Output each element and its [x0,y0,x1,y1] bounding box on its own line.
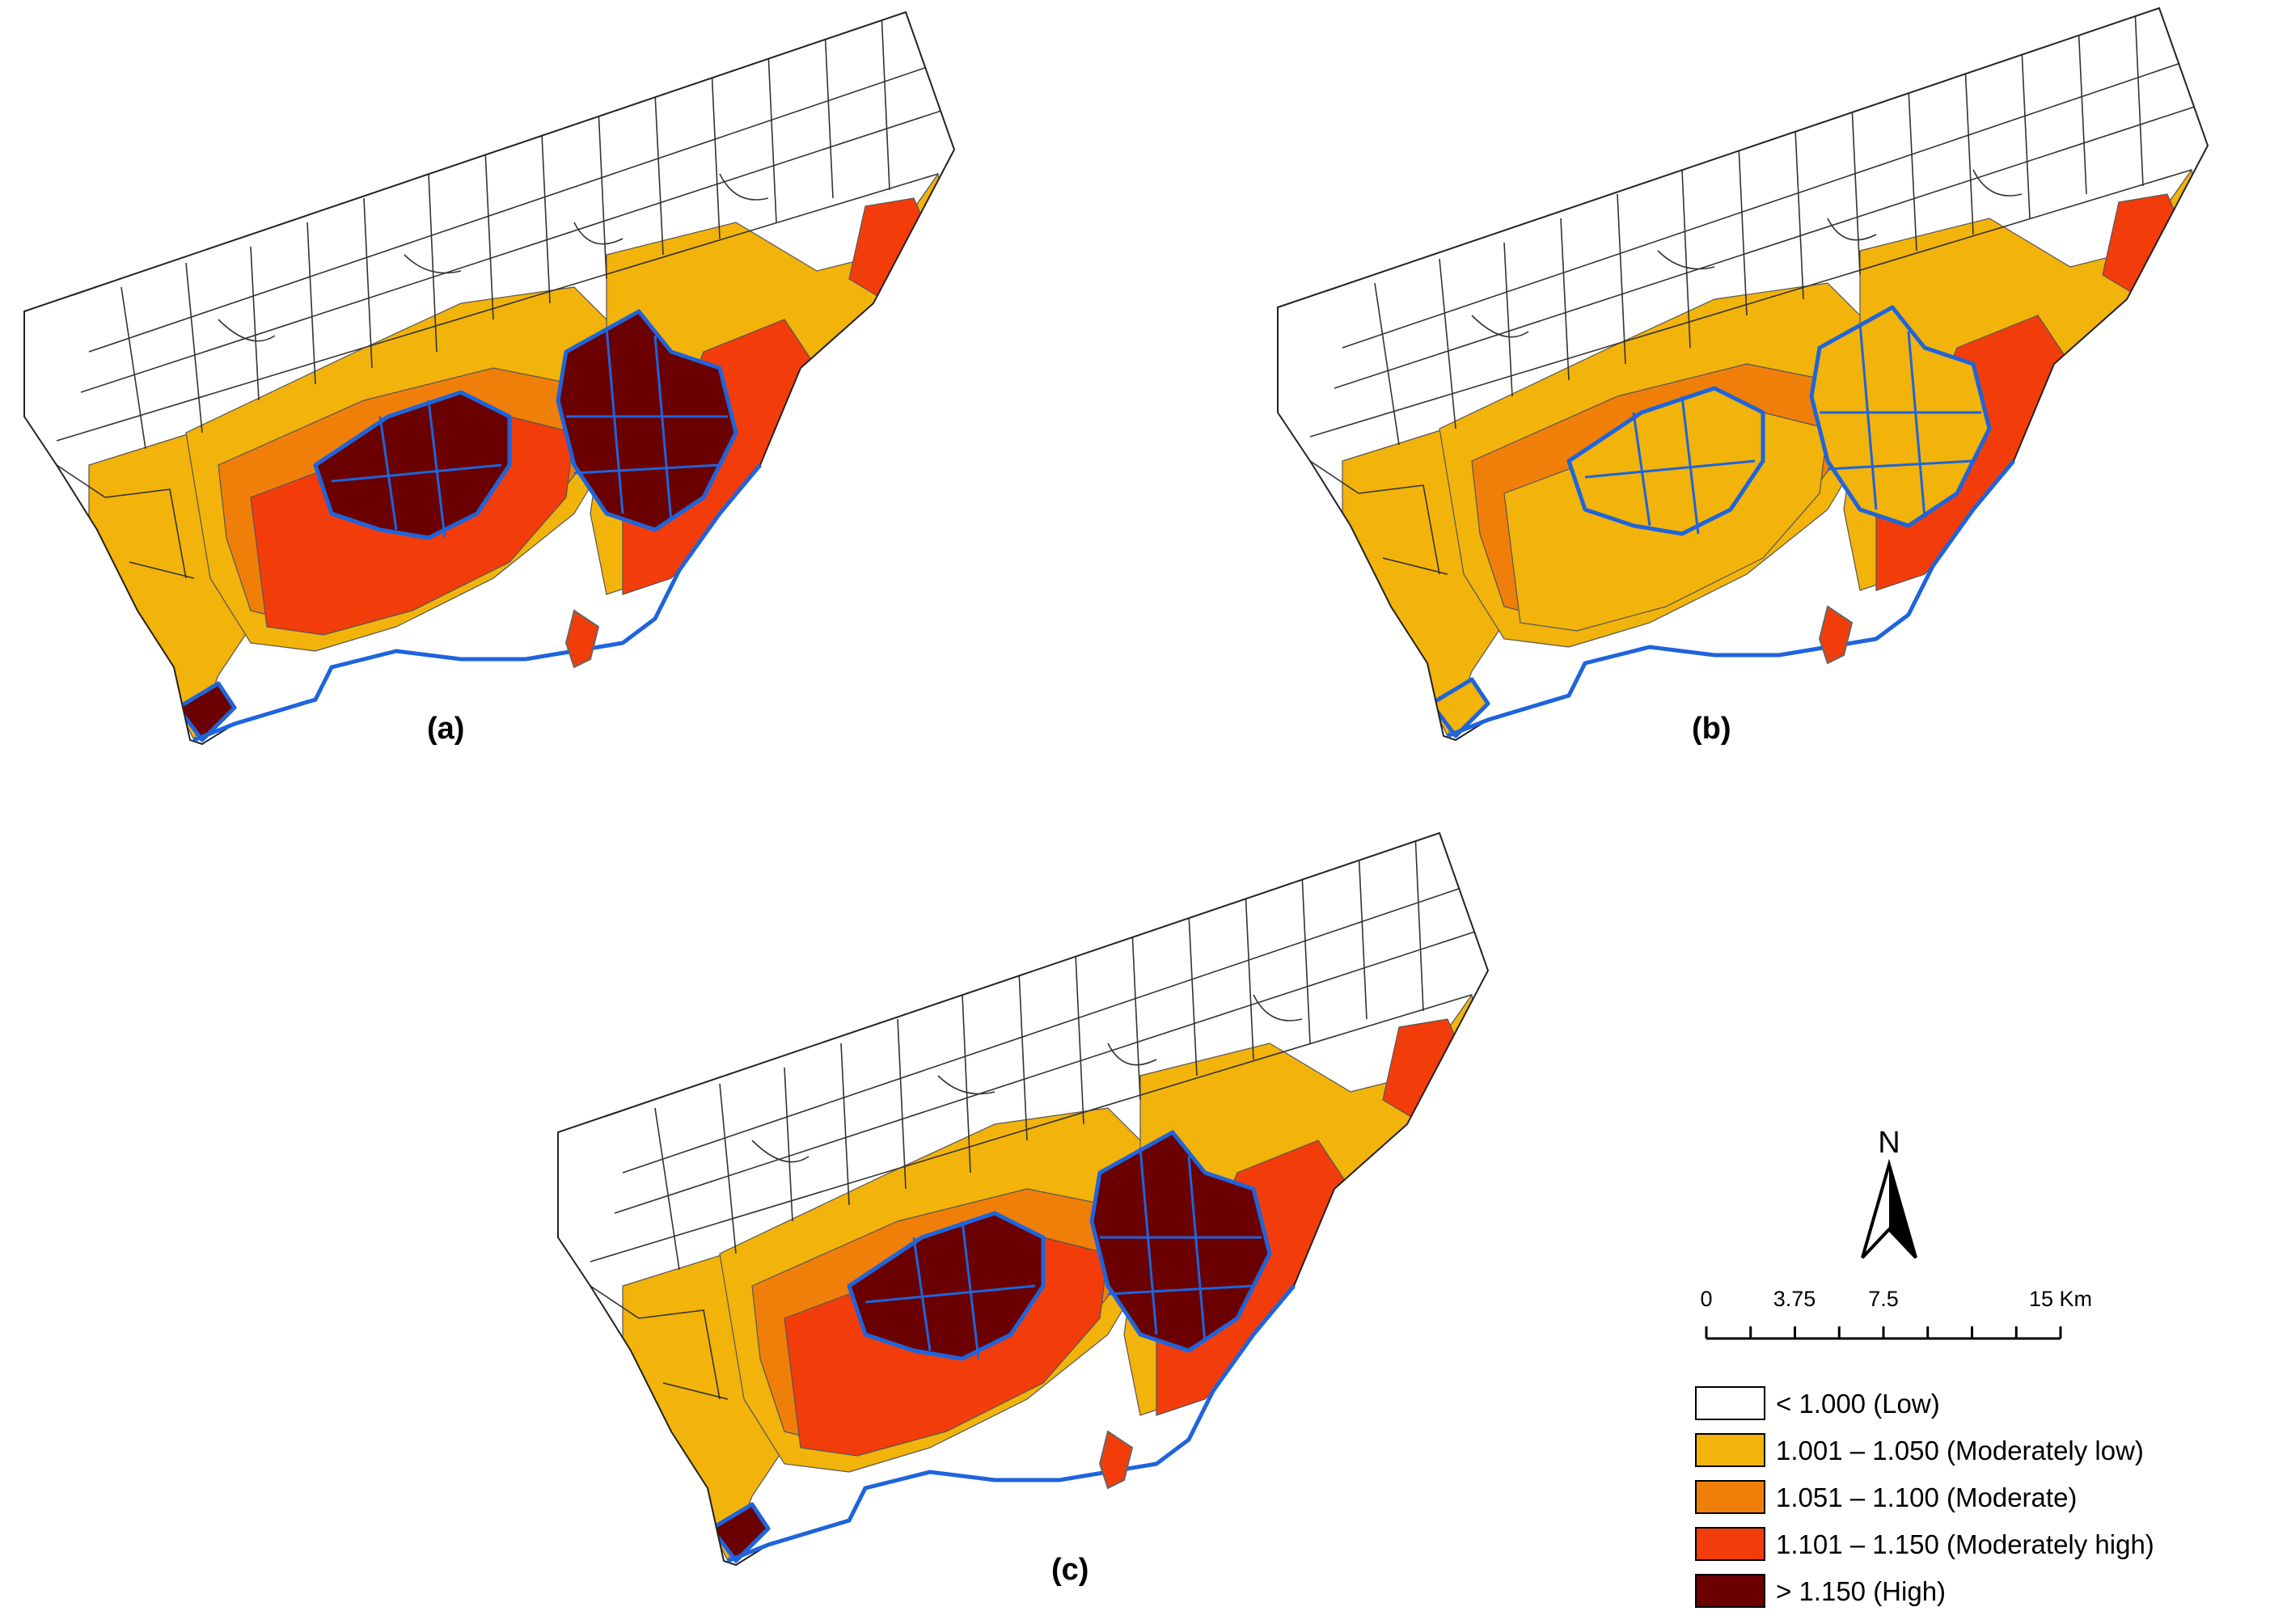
scale-tick-label: 0 [1700,1287,1712,1311]
legend-swatch [1695,1574,1765,1608]
cluster-region [847,1211,1046,1361]
scale-tick-label: 3.75 [1773,1287,1816,1311]
cluster-region [1809,305,1992,528]
legend-label: 1.001 – 1.050 (Moderately low) [1776,1436,2144,1465]
lake-shoreline [193,463,762,742]
cluster-region [709,1502,771,1563]
scale-tick-label: 7.5 [1868,1287,1899,1311]
legend-label: 1.051 – 1.100 (Moderate) [1776,1482,2077,1512]
cluster-region [313,390,512,540]
panel-label-c: (c) [1051,1553,1089,1587]
legend-swatch [1695,1386,1765,1420]
cluster-region [175,681,237,742]
lake-shoreline [727,1284,1296,1563]
legend-swatch [1695,1480,1765,1514]
legend-swatch [1695,1527,1765,1561]
cluster-region [1089,1130,1272,1353]
scale-bar: 0 3.75 7.5 15 Km [1700,1287,2092,1340]
cluster-region [556,309,738,532]
legend-label: 1.101 – 1.150 (Moderately high) [1776,1529,2154,1559]
legend-swatch [1695,1433,1765,1467]
north-arrow: N [1861,1126,1917,1259]
map-panel-c [557,831,1490,1567]
panel-label-a: (a) [427,712,465,746]
map-panel-a [23,11,956,746]
lake-shoreline [1447,459,2015,738]
cluster-region [1429,677,1490,738]
legend: < 1.000 (Low) 1.001 – 1.050 (Moderately l… [1695,1386,2154,1608]
scale-tick-label: 15 Km [2029,1287,2092,1311]
map-panel-b [1277,6,2209,742]
legend-label: < 1.000 (Low) [1776,1389,1940,1419]
toronto-islands [1818,605,1854,665]
toronto-islands [564,609,600,669]
panel-label-b: (b) [1692,712,1731,746]
legend-label: > 1.150 (High) [1776,1576,1946,1606]
cluster-region [1566,386,1765,536]
north-arrow-label: N [1878,1126,1900,1160]
toronto-islands [1098,1430,1134,1490]
